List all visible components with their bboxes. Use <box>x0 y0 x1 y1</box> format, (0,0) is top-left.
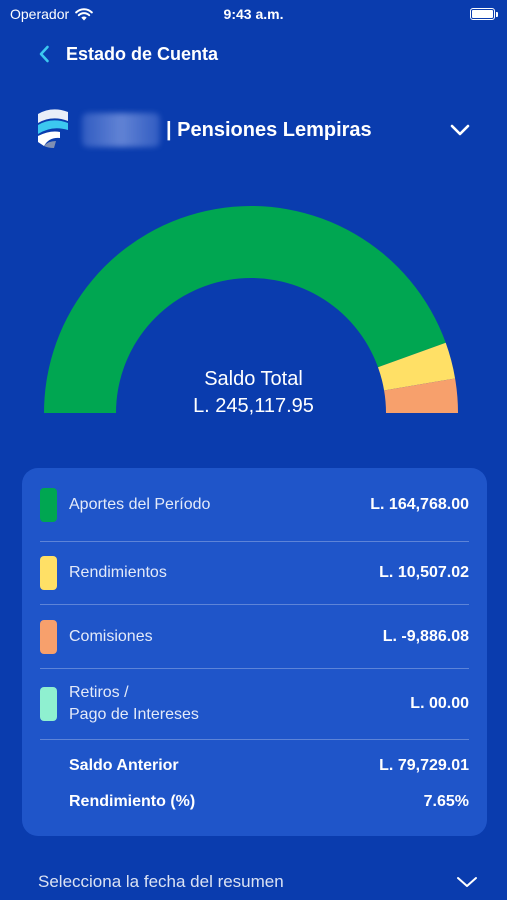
balance-gauge: Saldo Total L. 245,117.95 <box>0 190 507 430</box>
legend-swatch-rendimientos <box>40 556 57 590</box>
summary-label: Comisiones <box>69 627 153 645</box>
chevron-down-icon <box>457 877 477 887</box>
summary-label-multiline: Retiros / Pago de Intereses <box>69 682 199 726</box>
summary-value: L. 00.00 <box>410 695 469 712</box>
brand-logo-icon <box>38 109 68 148</box>
summary-row-rendimientos: Rendimientos L. 10,507.02 <box>40 542 469 605</box>
summary-value: L. 164,768.00 <box>370 495 469 513</box>
nav-bar: Estado de Cuenta <box>0 36 507 72</box>
summary-value: L. -9,886.08 <box>382 627 469 645</box>
previous-balance-value: L. 79,729.01 <box>379 757 469 774</box>
summary-label-line1: Retiros / <box>69 684 129 701</box>
page-title: Estado de Cuenta <box>66 43 219 64</box>
carrier-label: Operador <box>10 6 70 22</box>
return-value: 7.65% <box>423 793 469 810</box>
battery-icon <box>470 8 498 20</box>
legend-swatch-comisiones <box>40 619 57 654</box>
return-label: Rendimiento (%) <box>69 793 196 810</box>
summary-label: Aportes del Período <box>69 495 211 513</box>
summary-card: Aportes del Período L. 164,768.00 Rendim… <box>22 468 487 836</box>
summary-row-comisiones: Comisiones L. -9,886.08 <box>40 605 469 669</box>
gauge-total: L. 245,117.95 <box>193 395 314 417</box>
legend-swatch-retiros <box>40 687 57 721</box>
summary-label: Rendimientos <box>69 564 167 581</box>
status-bar: Operador 9:43 a.m. <box>0 0 507 28</box>
return-row: Rendimiento (%) 7.65% <box>40 784 469 820</box>
account-holder-name-redacted <box>82 113 160 147</box>
legend-swatch-aportes <box>40 487 57 522</box>
previous-balance-label: Saldo Anterior <box>69 757 179 774</box>
gauge-slice-1 <box>377 342 456 391</box>
back-button[interactable] <box>34 39 54 69</box>
account-dropdown-toggle[interactable] <box>446 116 474 144</box>
chevron-down-icon <box>450 124 470 136</box>
wifi-icon <box>75 7 93 20</box>
gauge-chart <box>44 206 458 413</box>
gauge-slice-0 <box>44 206 446 413</box>
account-selector[interactable]: | Pensiones Lempiras <box>34 104 474 156</box>
chevron-left-icon <box>39 45 49 63</box>
date-selector-label: Selecciona la fecha del resumen <box>38 872 284 891</box>
summary-date-selector[interactable]: Selecciona la fecha del resumen <box>38 862 478 900</box>
gauge-title: Saldo Total <box>204 368 303 390</box>
summary-value: L. 10,507.02 <box>379 564 469 581</box>
account-name: | Pensiones Lempiras <box>166 118 372 141</box>
previous-balance-row: Saldo Anterior L. 79,729.01 <box>40 748 469 784</box>
summary-label-line2: Pago de Intereses <box>69 706 199 723</box>
status-left: Operador <box>10 6 93 22</box>
summary-row-retiros: Retiros / Pago de Intereses L. 00.00 <box>40 669 469 740</box>
summary-row-aportes: Aportes del Período L. 164,768.00 <box>40 468 469 542</box>
gauge-slice-2 <box>384 378 458 413</box>
